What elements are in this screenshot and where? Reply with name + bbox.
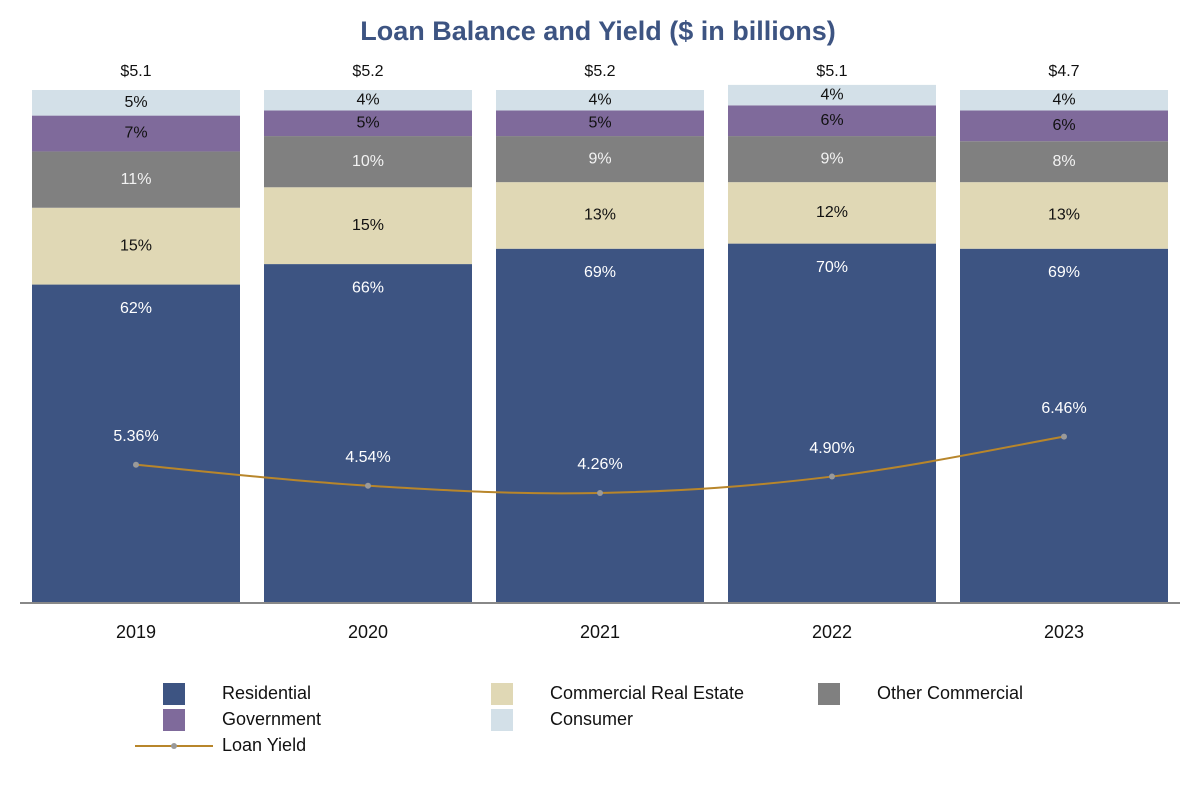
segment-label: 8% xyxy=(1052,153,1075,170)
segment-label: 4% xyxy=(588,91,611,108)
bar-segment xyxy=(264,110,472,137)
segment-label: 5% xyxy=(124,94,147,111)
total-label: $4.7 xyxy=(1048,63,1079,80)
segment-label: 66% xyxy=(352,279,384,296)
bar-segment xyxy=(496,136,704,183)
legend-label: Residential xyxy=(222,683,311,703)
bar-segment xyxy=(496,248,704,602)
yield-label: 4.26% xyxy=(577,456,622,473)
segment-label: 4% xyxy=(356,91,379,108)
bar-segment xyxy=(264,264,472,602)
bar-segment xyxy=(728,105,936,137)
segment-label: 5% xyxy=(356,114,379,131)
segment-label: 6% xyxy=(1052,117,1075,134)
segment-label: 10% xyxy=(352,153,384,170)
legend-label: Other Commercial xyxy=(877,683,1023,703)
legend-label: Loan Yield xyxy=(222,735,306,755)
segment-label: 62% xyxy=(120,300,152,317)
bar-segment xyxy=(496,182,704,249)
bar-segment xyxy=(32,115,240,152)
bar-segment xyxy=(728,182,936,244)
segment-label: 70% xyxy=(816,259,848,276)
segment-label: 69% xyxy=(584,264,616,281)
yield-marker xyxy=(365,482,371,489)
yield-label: 4.54% xyxy=(345,449,390,466)
x-tick-label: 2020 xyxy=(348,622,388,642)
bar-segment xyxy=(960,248,1168,602)
legend-marker xyxy=(171,743,177,749)
bar-segment xyxy=(32,151,240,208)
segment-label: 69% xyxy=(1048,264,1080,281)
x-tick-label: 2019 xyxy=(116,622,156,642)
segment-label: 15% xyxy=(352,217,384,234)
total-label: $5.1 xyxy=(120,63,151,80)
x-tick-label: 2021 xyxy=(580,622,620,642)
total-label: $5.2 xyxy=(584,63,615,80)
bar-segment xyxy=(728,243,936,602)
yield-marker xyxy=(597,489,603,496)
segment-label: 7% xyxy=(124,125,147,142)
bar-segment xyxy=(960,141,1168,183)
yield-label: 4.90% xyxy=(809,440,854,457)
bar-segment xyxy=(728,136,936,183)
bar-segment xyxy=(264,136,472,188)
bar-segment xyxy=(264,90,472,111)
legend-swatch xyxy=(491,709,513,731)
bar-segment xyxy=(960,90,1168,111)
total-label: $5.1 xyxy=(816,63,847,80)
chart-title: Loan Balance and Yield ($ in billions) xyxy=(360,16,836,46)
legend-label: Consumer xyxy=(550,709,633,729)
bar-segment xyxy=(264,187,472,265)
segment-label: 11% xyxy=(121,171,152,188)
bar-segment xyxy=(32,284,240,602)
segment-label: 4% xyxy=(820,86,843,103)
bar-segment xyxy=(496,90,704,111)
legend-label: Commercial Real Estate xyxy=(550,683,744,703)
total-label: $5.2 xyxy=(352,63,383,80)
yield-marker xyxy=(1061,433,1067,440)
yield-label: 6.46% xyxy=(1041,400,1086,417)
bar-segment xyxy=(960,110,1168,142)
legend-swatch xyxy=(818,683,840,705)
bar-segment xyxy=(728,84,936,106)
x-tick-label: 2023 xyxy=(1044,622,1084,642)
segment-label: 13% xyxy=(584,207,616,224)
segment-label: 13% xyxy=(1048,207,1080,224)
legend-swatch xyxy=(163,709,185,731)
segment-label: 9% xyxy=(588,150,611,167)
bar-segment xyxy=(32,207,240,285)
segment-label: 4% xyxy=(1052,91,1075,108)
yield-label: 5.36% xyxy=(113,428,158,445)
segment-label: 12% xyxy=(816,204,848,221)
segment-label: 5% xyxy=(588,114,611,131)
x-tick-label: 2022 xyxy=(812,622,852,642)
segment-label: 9% xyxy=(820,150,843,167)
legend-swatch xyxy=(491,683,513,705)
legend-label: Government xyxy=(222,709,321,729)
yield-marker xyxy=(133,461,139,468)
bar-segment xyxy=(496,110,704,137)
segment-label: 15% xyxy=(120,237,152,254)
bar-segment xyxy=(960,182,1168,249)
bar-segment xyxy=(32,90,240,116)
yield-marker xyxy=(829,473,835,480)
segment-label: 6% xyxy=(820,112,843,129)
legend-swatch xyxy=(163,683,185,705)
